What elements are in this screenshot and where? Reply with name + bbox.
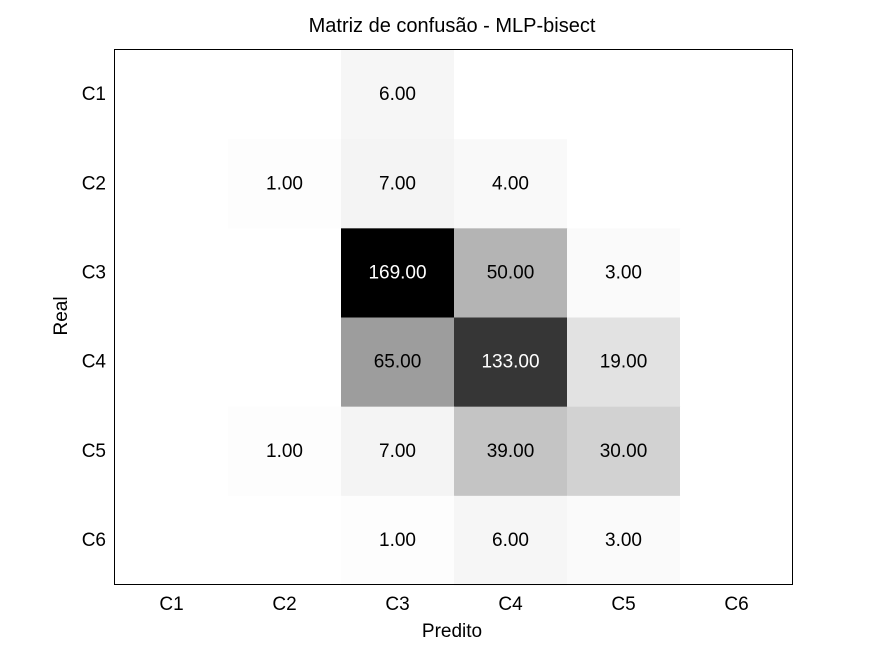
heatmap-cell-C4-C1 <box>115 317 229 408</box>
cell-value-C4-C5: 19.00 <box>600 352 648 373</box>
heatmap-cell-C4-C5 <box>567 317 681 408</box>
heatmap-cell-C5-C3 <box>341 406 455 497</box>
cell-value-C3-C5: 3.00 <box>605 262 642 283</box>
cell-value-C6-C3: 1.00 <box>379 530 416 551</box>
heatmap-cell-C2-C3 <box>341 139 455 229</box>
cell-value-C5-C3: 7.00 <box>379 441 416 462</box>
heatmap-cell-C5-C6 <box>680 406 794 497</box>
cell-value-C4-C3: 65.00 <box>374 352 422 373</box>
heatmap-cell-C1-C2 <box>228 50 342 140</box>
heatmap-cell-labels: 6.00 1.00 7.00 4.00 169.00 50.00 3.00 65.00 133.… <box>266 84 647 551</box>
heatmap-cell-C3-C5 <box>567 228 681 318</box>
cell-value-C6-C5: 3.00 <box>605 530 642 551</box>
cell-value-C2-C3: 7.00 <box>379 173 416 194</box>
heatmap-cell-C5-C1 <box>115 406 229 497</box>
x-tick-label-C6: C6 <box>724 594 748 615</box>
heatmap-cell-C2-C1 <box>115 139 229 229</box>
x-tick-label-C5: C5 <box>611 594 635 615</box>
x-tick-label-C1: C1 <box>159 594 183 615</box>
heatmap-cell-C1-C4 <box>454 50 568 140</box>
heatmap-cells <box>115 50 794 586</box>
y-tick-label-C6: C6 <box>82 530 106 551</box>
heatmap-cell-C6-C2 <box>228 495 342 586</box>
cell-value-C1-C3: 6.00 <box>379 84 416 105</box>
heatmap-cell-C6-C4 <box>454 495 568 586</box>
y-tick-label-C4: C4 <box>82 352 107 373</box>
chart-title: Matriz de confusão - MLP-bisect <box>309 15 596 37</box>
heatmap-cell-C6-C5 <box>567 495 681 586</box>
heatmap-cell-C1-C6 <box>680 50 794 140</box>
x-tick-label-C2: C2 <box>272 594 296 615</box>
x-tick-label-C3: C3 <box>385 594 409 615</box>
x-axis-ticks: C1 C2 C3 C4 C5 C6 <box>159 594 748 615</box>
plot-frame <box>114 49 793 585</box>
heatmap-cell-C6-C1 <box>115 495 229 586</box>
heatmap-cell-C3-C3 <box>341 228 455 318</box>
y-tick-label-C1: C1 <box>82 84 106 105</box>
heatmap-cell-C3-C1 <box>115 228 229 318</box>
heatmap-cell-C2-C2 <box>228 139 342 229</box>
y-tick-label-C3: C3 <box>82 262 106 283</box>
cell-value-C6-C4: 6.00 <box>492 530 529 551</box>
heatmap-cell-C2-C5 <box>567 139 681 229</box>
heatmap-cell-C1-C1 <box>115 50 229 140</box>
cell-value-C2-C4: 4.00 <box>492 173 529 194</box>
heatmap-cell-C5-C2 <box>228 406 342 497</box>
cell-value-C3-C4: 50.00 <box>487 262 535 283</box>
heatmap-cell-C3-C2 <box>228 228 342 318</box>
cell-value-C2-C2: 1.00 <box>266 173 303 194</box>
cell-value-C5-C2: 1.00 <box>266 441 303 462</box>
y-axis-label: Real <box>51 296 72 335</box>
heatmap-cell-C1-C5 <box>567 50 681 140</box>
heatmap-cell-C4-C4 <box>454 317 568 408</box>
y-tick-label-C2: C2 <box>82 173 106 194</box>
heatmap-cell-C3-C6 <box>680 228 794 318</box>
heatmap-cell-C1-C3 <box>341 50 455 140</box>
heatmap-cell-C4-C3 <box>341 317 455 408</box>
y-axis-ticks: C1 C2 C3 C4 C5 C6 <box>82 84 107 551</box>
x-tick-label-C4: C4 <box>498 594 523 615</box>
heatmap-cell-C2-C6 <box>680 139 794 229</box>
y-tick-label-C5: C5 <box>82 441 106 462</box>
cell-value-C5-C4: 39.00 <box>487 441 535 462</box>
cell-value-C4-C4: 133.00 <box>481 352 539 373</box>
heatmap-cell-C3-C4 <box>454 228 568 318</box>
cell-value-C5-C5: 30.00 <box>600 441 648 462</box>
heatmap-cell-C2-C4 <box>454 139 568 229</box>
heatmap-cell-C6-C6 <box>680 495 794 586</box>
heatmap-cell-C5-C4 <box>454 406 568 497</box>
cell-value-C3-C3: 169.00 <box>368 262 426 283</box>
heatmap-cell-C4-C2 <box>228 317 342 408</box>
x-axis-label: Predito <box>422 621 482 642</box>
heatmap-cell-C4-C6 <box>680 317 794 408</box>
heatmap-cell-C6-C3 <box>341 495 455 586</box>
heatmap-cell-C5-C5 <box>567 406 681 497</box>
